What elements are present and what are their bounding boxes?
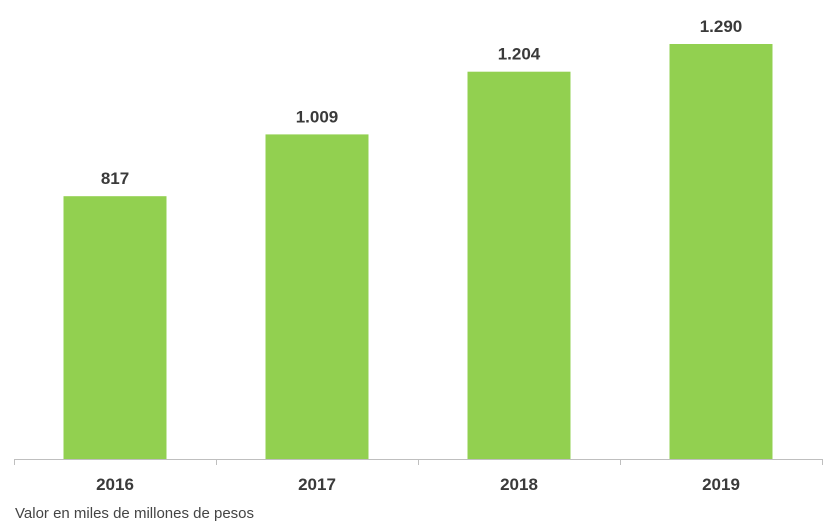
bar-value-label-2019: 1.290	[700, 17, 743, 36]
x-tick-label-2019: 2019	[702, 475, 740, 494]
bars-group	[63, 44, 773, 459]
bar-2018	[467, 71, 571, 459]
chart-footnote: Valor en miles de millones de pesos	[15, 505, 255, 522]
x-tick-labels-group: 2016 2017 2018 2019	[96, 475, 740, 494]
bar-value-label-2016: 817	[101, 169, 129, 188]
bar-value-label-2017: 1.009	[296, 107, 339, 126]
bar-2019	[669, 44, 773, 459]
bar-2016	[63, 196, 167, 459]
x-tick-label-2017: 2017	[298, 475, 336, 494]
x-tick-label-2018: 2018	[500, 475, 538, 494]
bar-labels-group: 817 1.009 1.204 1.290	[101, 17, 742, 188]
bar-value-label-2018: 1.204	[498, 45, 541, 64]
bar-2017	[265, 134, 369, 459]
x-axis	[14, 459, 823, 465]
x-tick-label-2016: 2016	[96, 475, 134, 494]
